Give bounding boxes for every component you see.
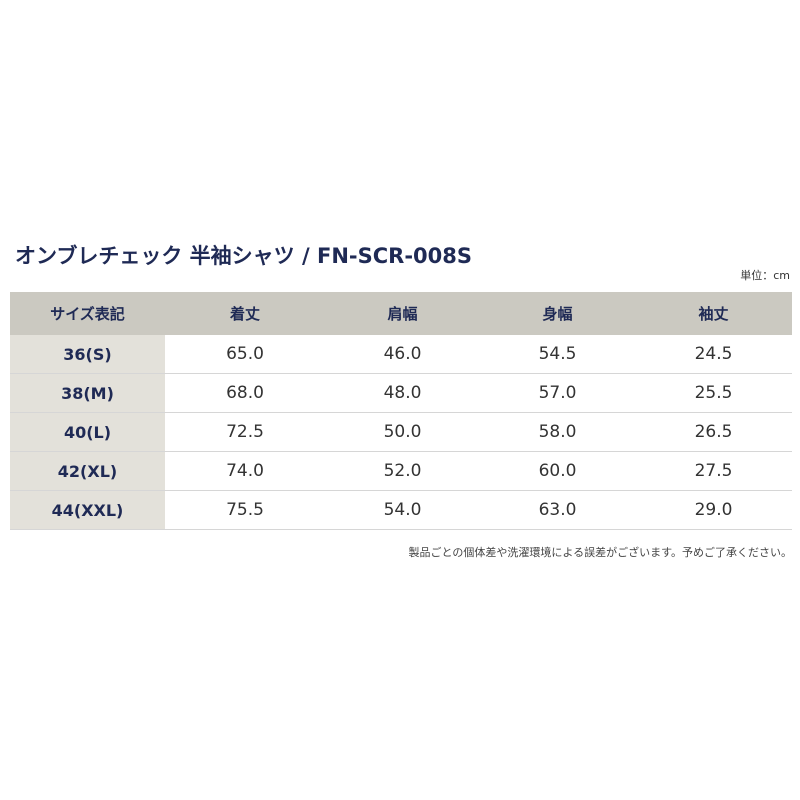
value-cell: 48.0 [383,383,422,403]
value-cell: 74.0 [226,461,264,481]
value-cell: 26.5 [694,422,733,442]
size-label: 38(M) [10,374,165,412]
size-label: 44(XXL) [10,491,165,529]
table-row: 38(M) 68.0 48.0 57.0 25.5 [10,374,792,413]
value-cell: 65.0 [226,344,264,364]
value-cell: 46.0 [383,344,422,364]
value-cell: 68.0 [226,383,264,403]
value-cell: 63.0 [538,500,577,520]
value-cell: 60.0 [538,461,577,481]
value-cell: 27.5 [694,461,733,481]
note: 製品ごとの個体差や洗濯環境による誤差がございます。予めご了承ください。 [408,546,792,559]
table-row: 40(L) 72.5 50.0 58.0 26.5 [10,413,792,452]
size-label: 42(XL) [10,452,165,490]
unit-label: 単位：cm [740,269,790,282]
value-cell: 54.5 [538,344,577,364]
size-label: 40(L) [10,413,165,451]
value-cell: 52.0 [383,461,422,481]
value-cell: 58.0 [538,422,577,442]
value-cell: 54.0 [383,500,422,520]
header-row: サイズ表記 着丈 肩幅 身幅 袖丈 [10,292,792,335]
value-cell: 50.0 [383,422,422,442]
value-cell: 24.5 [694,344,733,364]
title: オンブレチェック 半袖シャツ / FN-SCR-008S [15,244,472,268]
value-cell: 72.5 [226,422,264,442]
table-row: 36(S) 65.0 46.0 54.5 24.5 [10,335,792,374]
header-cell: 身幅 [542,305,573,323]
header-cell: 袖丈 [698,305,729,323]
table-row: 42(XL) 74.0 52.0 60.0 27.5 [10,452,792,491]
value-cell: 75.5 [226,500,264,520]
table-row: 44(XXL) 75.5 54.0 63.0 29.0 [10,491,792,530]
header-cell: 肩幅 [387,305,418,323]
value-cell: 57.0 [538,383,577,403]
value-cell: 25.5 [694,383,733,403]
header-cell: サイズ表記 [50,305,125,323]
header-cell: 着丈 [229,305,260,323]
value-cell: 29.0 [694,500,733,520]
size-label: 36(S) [10,335,165,373]
